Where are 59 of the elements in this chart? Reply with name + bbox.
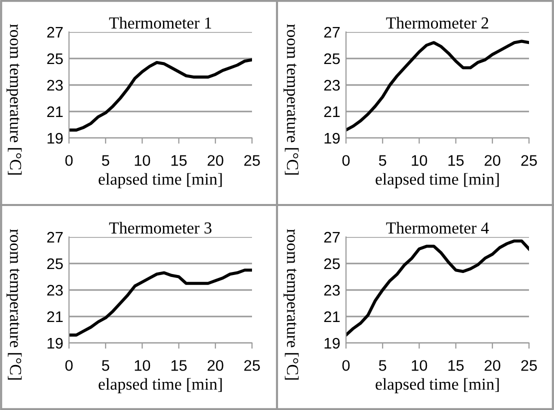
y-tick-label: 19 — [48, 338, 63, 349]
line-series — [69, 58, 252, 132]
y-axis-title: room temperature [°C] — [284, 24, 299, 175]
y-tick-label: 21 — [47, 106, 63, 118]
x-tick-label: 15 — [171, 360, 187, 371]
y-tick-label: 27 — [47, 26, 63, 38]
y-tick-label: 19 — [48, 132, 63, 144]
y-tick-label: 21 — [324, 311, 340, 322]
x-axis-title: elapsed time [min] — [376, 173, 499, 188]
chart-title: Thermometer 4 — [386, 222, 489, 234]
line-series — [69, 268, 252, 337]
x-tick-label: 10 — [134, 360, 150, 371]
y-tick-label: 25 — [324, 53, 340, 64]
x-tick-label: 10 — [412, 155, 428, 166]
y-tick-label: 27 — [324, 26, 340, 38]
x-tick-label: 25 — [244, 155, 260, 166]
y-tick-label: 23 — [324, 284, 340, 296]
x-tick-label: 20 — [484, 155, 500, 166]
x-tick-label: 5 — [102, 155, 110, 166]
y-axis-title: room temperature [°C] — [6, 24, 22, 175]
y-tick-label: 23 — [47, 80, 63, 91]
x-tick-label: 0 — [342, 360, 350, 371]
x-tick-label: 25 — [521, 155, 537, 166]
y-axis-title: room temperature [°C] — [284, 229, 299, 380]
x-tick-label: 0 — [65, 360, 73, 371]
x-tick-label: 20 — [484, 360, 500, 371]
chart-title: Thermometer 1 — [109, 16, 212, 29]
y-tick-label: 25 — [47, 258, 63, 270]
chart-title: Thermometer 3 — [109, 222, 212, 234]
x-tick-label: 0 — [65, 155, 73, 166]
y-tick-label: 23 — [324, 80, 340, 91]
y-tick-label: 27 — [324, 232, 340, 243]
x-axis-title: elapsed time [min] — [376, 378, 499, 394]
y-tick-label: 21 — [47, 311, 63, 322]
x-tick-label: 20 — [208, 360, 224, 371]
x-axis-title: elapsed time [min] — [98, 173, 222, 188]
x-tick-label: 5 — [102, 360, 110, 371]
y-tick-label: 23 — [47, 284, 63, 296]
x-tick-label: 15 — [448, 155, 464, 166]
y-tick-label: 21 — [324, 106, 340, 118]
x-tick-label: 25 — [244, 360, 260, 371]
y-tick-label: 19 — [324, 132, 340, 144]
x-tick-label: 10 — [412, 360, 428, 371]
y-tick-label: 25 — [324, 258, 340, 270]
x-tick-label: 15 — [448, 360, 464, 371]
x-tick-label: 0 — [342, 155, 350, 166]
y-tick-label: 19 — [324, 338, 340, 349]
x-tick-label: 15 — [171, 155, 187, 166]
y-tick-label: 27 — [47, 232, 63, 243]
x-tick-label: 25 — [521, 360, 537, 371]
y-axis-title: room temperature [°C] — [6, 229, 22, 380]
y-tick-label: 25 — [47, 53, 63, 64]
x-tick-label: 5 — [378, 360, 386, 371]
line-series — [346, 40, 529, 132]
x-tick-label: 5 — [378, 155, 386, 166]
x-tick-label: 20 — [208, 155, 224, 166]
x-axis-title: elapsed time [min] — [98, 378, 222, 394]
chart-title: Thermometer 2 — [386, 16, 488, 29]
x-tick-label: 10 — [134, 155, 150, 166]
